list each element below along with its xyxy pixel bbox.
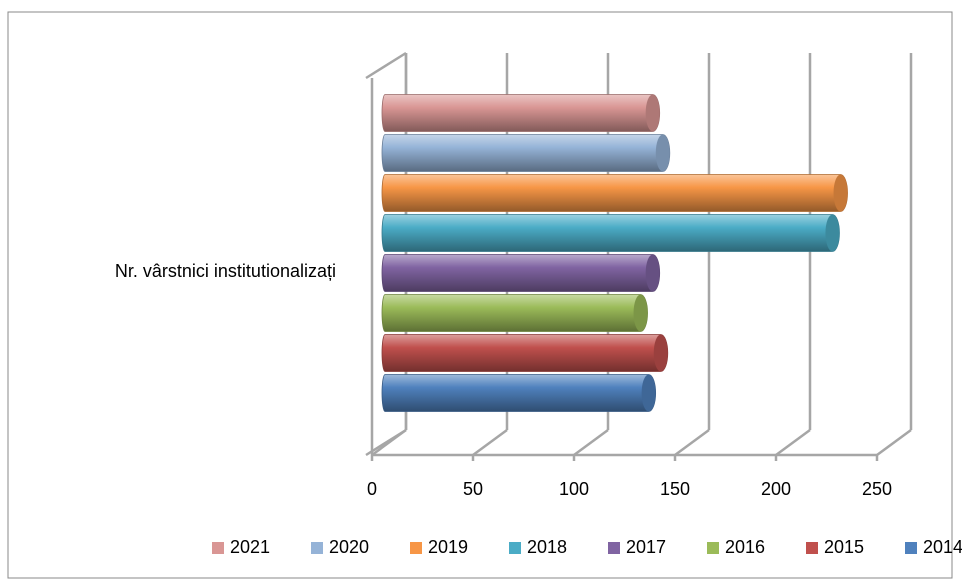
legend-swatch xyxy=(410,542,422,554)
legend-label: 2021 xyxy=(230,537,270,557)
legend-swatch xyxy=(608,542,620,554)
x-tick-label: 150 xyxy=(660,479,690,499)
floor-line xyxy=(674,428,710,457)
legend-label: 2018 xyxy=(527,537,567,557)
x-tick-label: 100 xyxy=(559,479,589,499)
x-tick-label: 250 xyxy=(862,479,892,499)
legend-swatch xyxy=(212,542,224,554)
legend-swatch xyxy=(509,542,521,554)
legend-swatch xyxy=(905,542,917,554)
bar xyxy=(381,374,657,412)
bar xyxy=(381,94,661,132)
x-tick-label: 50 xyxy=(463,479,483,499)
left-wall xyxy=(365,51,407,80)
y-tick-label: Nr. vârstnici institutionalizați xyxy=(115,261,336,281)
floor-line xyxy=(876,428,912,457)
bar xyxy=(381,134,671,172)
legend-swatch xyxy=(311,542,323,554)
legend-label: 2019 xyxy=(428,537,468,557)
bar xyxy=(381,294,648,332)
legend-label: 2016 xyxy=(725,537,765,557)
legend-label: 2017 xyxy=(626,537,666,557)
legend-label: 2020 xyxy=(329,537,369,557)
bar xyxy=(381,334,669,372)
x-tick-label: 200 xyxy=(761,479,791,499)
floor-line xyxy=(472,428,508,457)
floor-line xyxy=(775,428,811,457)
bar xyxy=(381,174,848,212)
legend-label: 2014 xyxy=(923,537,962,557)
legend-label: 2015 xyxy=(824,537,864,557)
legend-swatch xyxy=(707,542,719,554)
x-tick-label: 0 xyxy=(367,479,377,499)
floor-line xyxy=(371,428,407,457)
bar xyxy=(381,254,661,292)
bar xyxy=(381,214,840,252)
legend-swatch xyxy=(806,542,818,554)
floor-line xyxy=(573,428,609,457)
